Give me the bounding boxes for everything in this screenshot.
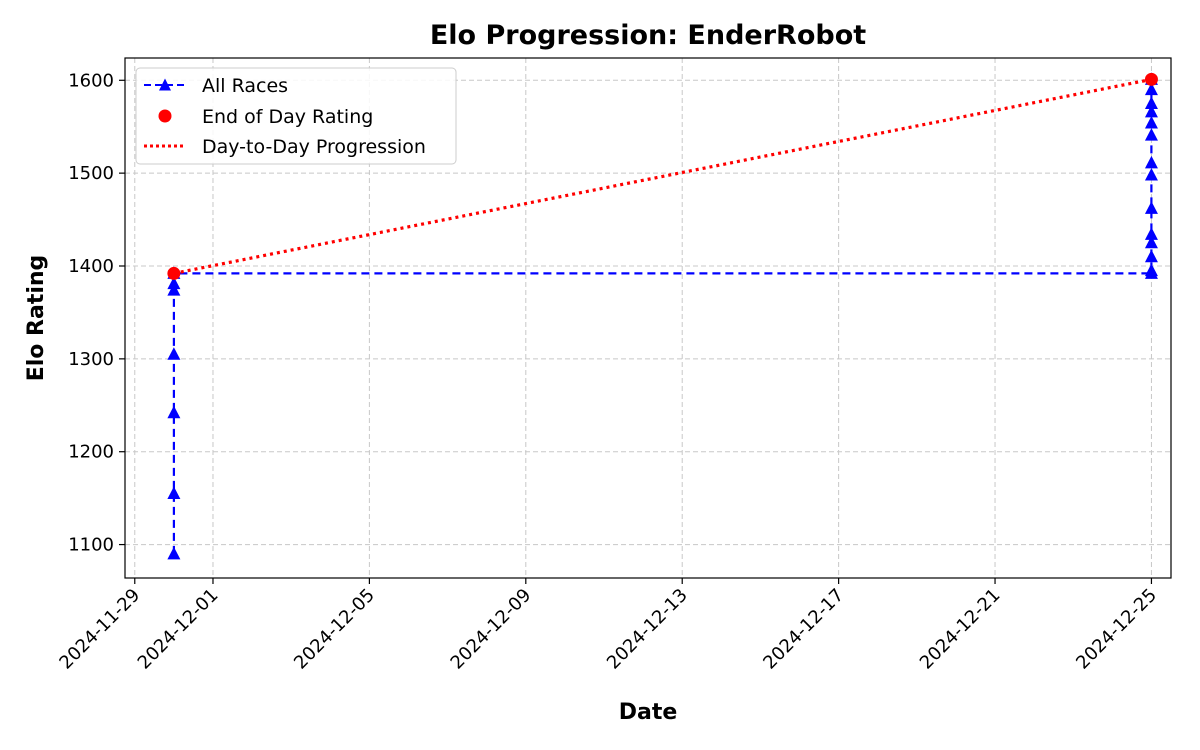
grid-layer bbox=[125, 58, 1171, 578]
y-tick-label: 1100 bbox=[68, 535, 114, 556]
plot-area-frame bbox=[124, 57, 1172, 579]
y-tick-label: 1200 bbox=[68, 442, 114, 463]
legend-triangle-marker bbox=[159, 78, 171, 91]
x-axis-label: Date bbox=[619, 700, 678, 725]
end-of-day-point bbox=[1144, 72, 1158, 86]
race-point-marker bbox=[1144, 155, 1158, 169]
race-point-marker bbox=[1144, 168, 1158, 181]
x-tick-label: 2024-12-21 bbox=[916, 585, 1005, 674]
race-point-marker bbox=[1144, 249, 1158, 263]
x-tick-label: 2024-12-05 bbox=[290, 585, 379, 674]
legend-label-day-to-day: Day-to-Day Progression bbox=[202, 136, 426, 158]
race-point-marker bbox=[167, 486, 181, 499]
y-axis-label: Elo Rating bbox=[24, 255, 49, 382]
race-point-marker bbox=[167, 546, 181, 560]
legend-label-end-of-day: End of Day Rating bbox=[202, 106, 373, 128]
race-point-marker bbox=[1144, 82, 1158, 96]
chart-title: Elo Progression: EnderRobot bbox=[430, 20, 866, 51]
race-point-marker bbox=[1144, 128, 1158, 141]
race-point-marker bbox=[1144, 235, 1158, 249]
x-tick-label: 2024-12-13 bbox=[603, 585, 692, 674]
day-to-day-progression-line bbox=[173, 77, 1152, 275]
x-tick-label: 2024-12-01 bbox=[134, 585, 223, 674]
race-point-marker bbox=[167, 283, 181, 296]
y-tick-label: 1300 bbox=[68, 349, 114, 370]
x-tick-label: 2024-12-09 bbox=[447, 585, 536, 674]
race-point-marker bbox=[1144, 263, 1158, 277]
race-point-marker bbox=[1144, 116, 1158, 129]
legend: All Races End of Day Rating Day-to-Day P… bbox=[135, 67, 457, 165]
race-point-marker bbox=[167, 405, 181, 419]
y-tick-label: 1400 bbox=[68, 256, 114, 277]
race-point-marker bbox=[1144, 104, 1158, 118]
series-layer bbox=[167, 72, 1158, 560]
y-tick-label: 1500 bbox=[68, 163, 114, 184]
x-tick-label: 2024-12-25 bbox=[1072, 585, 1161, 674]
end-of-day-point bbox=[167, 266, 181, 280]
race-point-marker bbox=[1144, 227, 1158, 240]
x-tick-label: 2024-12-17 bbox=[759, 585, 848, 674]
y-tick-label: 1600 bbox=[68, 70, 114, 91]
x-tick-label: 2024-11-29 bbox=[55, 585, 144, 674]
legend-circle-marker bbox=[158, 109, 172, 123]
race-point-marker bbox=[167, 276, 181, 290]
race-point-marker bbox=[167, 347, 181, 360]
legend-box bbox=[135, 67, 457, 165]
race-point-marker bbox=[1144, 96, 1158, 109]
race-point-marker bbox=[1144, 201, 1158, 214]
legend-label-all-races: All Races bbox=[202, 75, 288, 97]
